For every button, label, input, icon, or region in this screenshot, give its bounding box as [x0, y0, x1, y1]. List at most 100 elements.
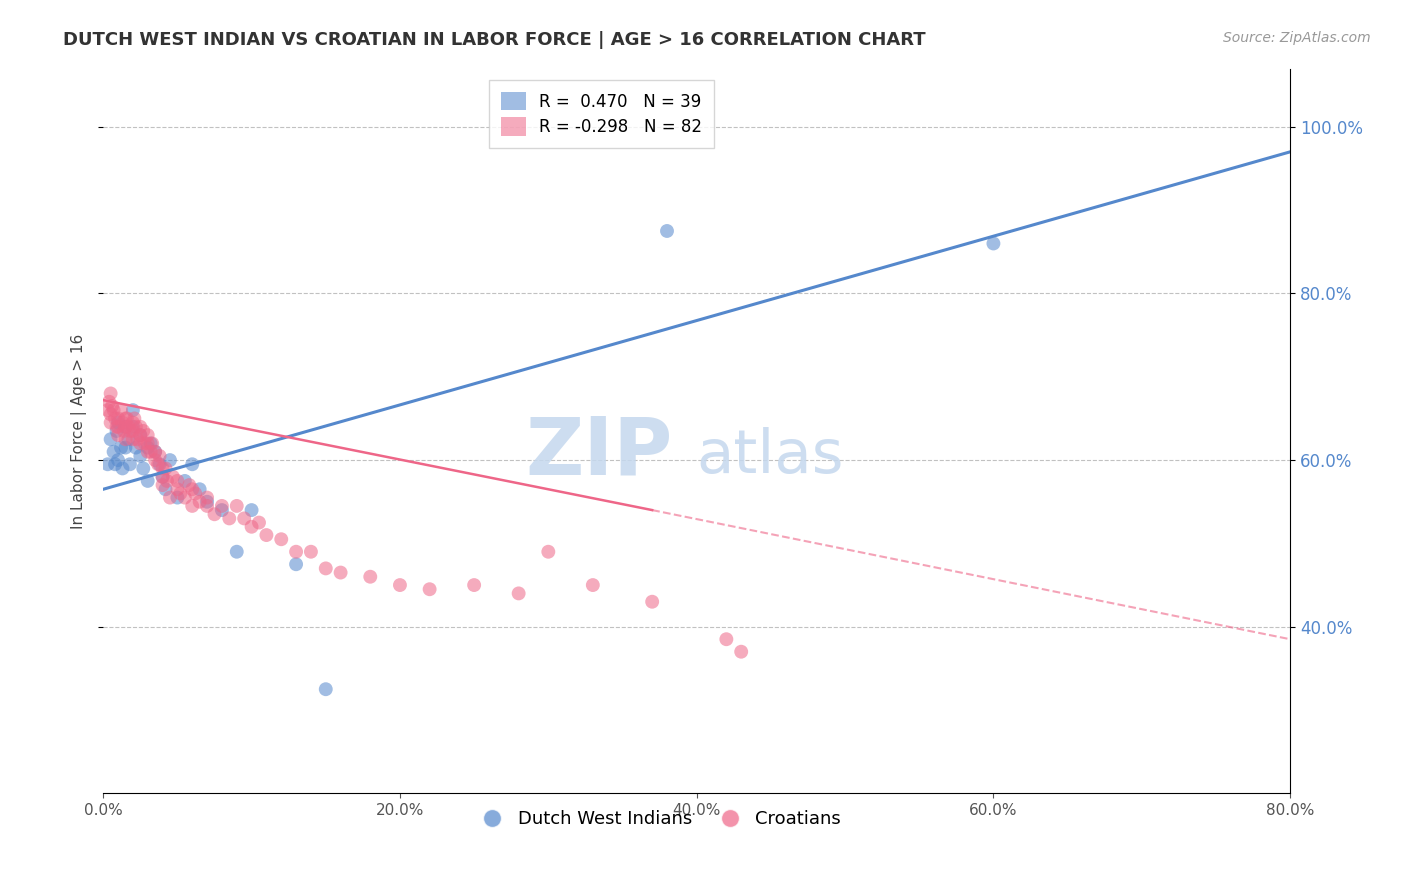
Point: [211, 499, 233, 513]
Point: [173, 491, 195, 505]
Point: [136, 474, 159, 488]
Point: [285, 558, 308, 572]
Point: [173, 474, 195, 488]
Point: [122, 416, 145, 430]
Point: [105, 424, 128, 438]
Point: [159, 491, 181, 505]
Legend: Dutch West Indians, Croatians: Dutch West Indians, Croatians: [474, 803, 848, 835]
Point: [195, 491, 218, 505]
Point: [195, 495, 218, 509]
Point: [124, 411, 146, 425]
Point: [118, 457, 141, 471]
Point: [100, 407, 122, 421]
Point: [285, 545, 308, 559]
Point: [122, 419, 145, 434]
Point: [225, 545, 247, 559]
Point: [166, 491, 188, 505]
Point: [107, 419, 129, 434]
Point: [136, 428, 159, 442]
Point: [155, 461, 177, 475]
Point: [149, 449, 172, 463]
Point: [114, 419, 136, 434]
Point: [463, 578, 485, 592]
Point: [162, 469, 184, 483]
Point: [136, 441, 159, 455]
Point: [582, 578, 605, 592]
Point: [247, 516, 270, 530]
Point: [508, 586, 530, 600]
Point: [204, 508, 226, 522]
Point: [114, 441, 136, 455]
Point: [143, 453, 166, 467]
Point: [315, 561, 337, 575]
Point: [114, 432, 136, 446]
Point: [655, 224, 678, 238]
Point: [419, 582, 441, 597]
Point: [159, 453, 181, 467]
Point: [641, 595, 664, 609]
Point: [240, 520, 263, 534]
Point: [127, 432, 149, 446]
Point: [359, 570, 381, 584]
Text: Source: ZipAtlas.com: Source: ZipAtlas.com: [1223, 31, 1371, 45]
Text: ZIP: ZIP: [526, 414, 673, 491]
Point: [117, 432, 139, 446]
Point: [181, 457, 204, 471]
Point: [537, 545, 560, 559]
Point: [139, 436, 162, 450]
Point: [101, 399, 124, 413]
Point: [115, 411, 138, 425]
Text: DUTCH WEST INDIAN VS CROATIAN IN LABOR FORCE | AGE > 16 CORRELATION CHART: DUTCH WEST INDIAN VS CROATIAN IN LABOR F…: [63, 31, 927, 49]
Point: [716, 632, 738, 647]
Point: [103, 403, 125, 417]
Point: [181, 482, 204, 496]
Point: [98, 394, 121, 409]
Point: [132, 424, 155, 438]
Point: [118, 424, 141, 438]
Point: [139, 444, 162, 458]
Point: [114, 411, 136, 425]
Point: [983, 236, 1005, 251]
Point: [156, 474, 179, 488]
Point: [152, 469, 174, 483]
Point: [166, 474, 188, 488]
Point: [166, 482, 188, 496]
Point: [104, 411, 127, 425]
Point: [97, 457, 120, 471]
Point: [129, 419, 152, 434]
Point: [100, 432, 122, 446]
Point: [136, 436, 159, 450]
Point: [114, 419, 136, 434]
Point: [125, 441, 148, 455]
Point: [149, 457, 172, 471]
Point: [195, 499, 218, 513]
Point: [129, 428, 152, 442]
Point: [143, 444, 166, 458]
Point: [254, 528, 277, 542]
Point: [134, 436, 156, 450]
Point: [152, 461, 174, 475]
Point: [100, 416, 122, 430]
Point: [122, 403, 145, 417]
Point: [100, 386, 122, 401]
Point: [233, 511, 256, 525]
Point: [107, 411, 129, 425]
Point: [105, 419, 128, 434]
Point: [107, 453, 129, 467]
Point: [218, 511, 240, 525]
Point: [184, 486, 207, 500]
Point: [122, 424, 145, 438]
Point: [299, 545, 322, 559]
Point: [388, 578, 411, 592]
Point: [146, 457, 169, 471]
Point: [225, 499, 247, 513]
Point: [104, 457, 127, 471]
Point: [730, 645, 752, 659]
Point: [122, 432, 145, 446]
Point: [129, 449, 152, 463]
Point: [136, 444, 159, 458]
Point: [188, 495, 211, 509]
Point: [211, 503, 233, 517]
Point: [125, 419, 148, 434]
Point: [110, 403, 132, 417]
